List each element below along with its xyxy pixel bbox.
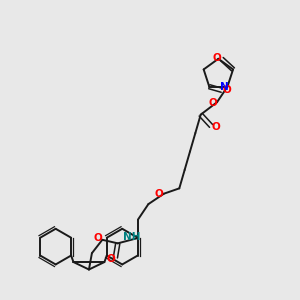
Text: O: O: [212, 122, 220, 132]
Text: O: O: [94, 233, 102, 243]
Text: O: O: [155, 189, 164, 199]
Text: NH: NH: [123, 232, 140, 242]
Text: O: O: [208, 98, 217, 108]
Text: O: O: [213, 52, 222, 62]
Text: N: N: [220, 82, 228, 92]
Text: O: O: [223, 85, 232, 95]
Text: O: O: [106, 254, 115, 264]
